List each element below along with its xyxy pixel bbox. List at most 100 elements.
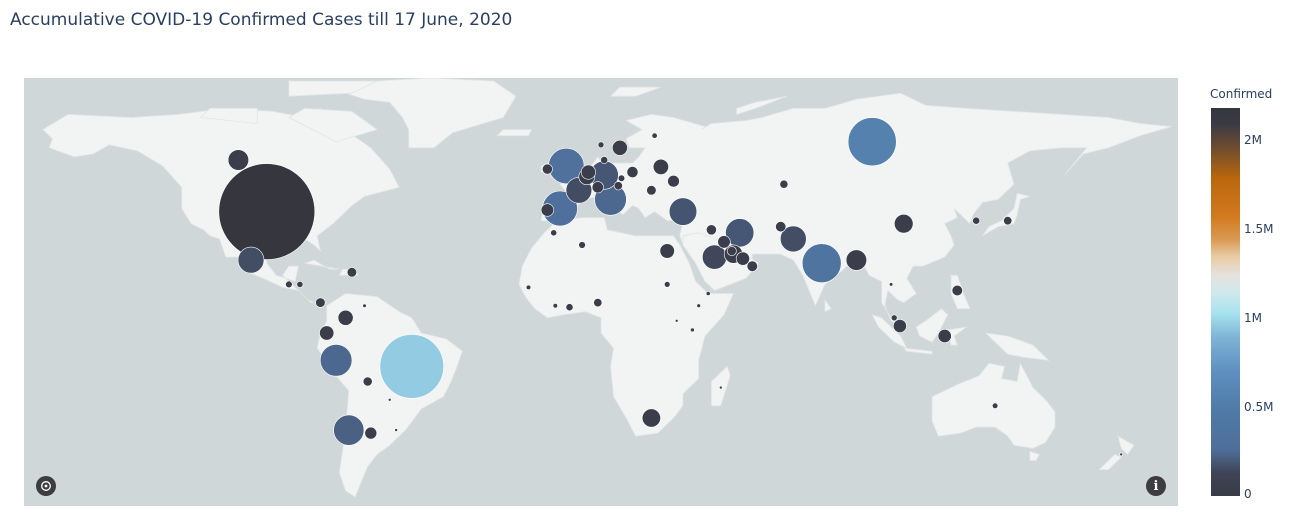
case-bubble[interactable] [659, 243, 675, 259]
case-bubble[interactable] [701, 244, 727, 270]
case-bubble[interactable] [775, 221, 787, 233]
case-bubble[interactable] [972, 216, 981, 225]
case-bubble[interactable] [218, 163, 316, 260]
colorbar-title: Confirmed [1210, 87, 1273, 101]
case-bubble[interactable] [667, 174, 680, 188]
land-south-america [316, 293, 463, 498]
case-bubble[interactable] [779, 179, 789, 189]
case-bubble[interactable] [333, 414, 365, 446]
case-bubble[interactable] [951, 284, 963, 297]
case-bubble[interactable] [663, 281, 671, 288]
land-cuba [304, 259, 340, 270]
case-bubble[interactable] [540, 203, 555, 217]
case-bubble[interactable] [888, 282, 894, 287]
land-iceland [496, 129, 533, 137]
case-bubble[interactable] [319, 325, 335, 341]
case-bubble[interactable] [600, 156, 609, 164]
map-canvas[interactable] [24, 78, 1178, 506]
case-bubble[interactable] [394, 428, 398, 432]
land-novaya-zemlya [736, 95, 788, 115]
case-bubble[interactable] [696, 303, 701, 308]
colorbar-tick-label: 1.5M [1244, 222, 1274, 236]
case-bubble[interactable] [580, 164, 596, 180]
case-bubble[interactable] [674, 319, 679, 323]
case-bubble[interactable] [1003, 216, 1013, 226]
case-bubble[interactable] [591, 181, 604, 194]
case-bubble[interactable] [597, 141, 605, 149]
case-bubble[interactable] [613, 181, 623, 191]
case-bubble[interactable] [612, 139, 628, 156]
case-bubble[interactable] [315, 297, 326, 308]
case-bubble[interactable] [565, 303, 574, 312]
case-bubble[interactable] [991, 402, 999, 409]
case-bubble[interactable] [525, 284, 532, 290]
case-bubble[interactable] [717, 235, 731, 249]
land-new-guinea [984, 332, 1050, 361]
case-bubble[interactable] [735, 251, 750, 266]
plotly-logo-glyph [41, 481, 51, 491]
case-bubble[interactable] [893, 319, 907, 333]
case-bubble[interactable] [847, 117, 897, 167]
case-bubble[interactable] [285, 280, 293, 289]
case-bubble[interactable] [690, 327, 695, 333]
colorbar-tick-label: 1M [1244, 311, 1262, 325]
case-bubble[interactable] [893, 214, 914, 234]
case-bubble[interactable] [801, 243, 842, 283]
case-bubble[interactable] [593, 298, 603, 308]
land-sri-lanka [824, 298, 832, 313]
case-bubble[interactable] [319, 344, 353, 377]
case-bubble[interactable] [550, 229, 558, 237]
case-bubble[interactable] [779, 225, 807, 253]
land-baffin [288, 107, 378, 143]
case-bubble[interactable] [668, 197, 698, 226]
case-bubble[interactable] [718, 385, 723, 390]
colorbar-tick-label: 0 [1244, 487, 1252, 501]
case-bubble[interactable] [705, 291, 711, 296]
case-bubble[interactable] [646, 185, 657, 196]
case-bubble[interactable] [237, 246, 265, 274]
info-icon[interactable]: i [1146, 476, 1166, 496]
land-sulawesi [947, 326, 967, 346]
case-bubble[interactable] [726, 246, 737, 256]
land-africa [518, 217, 735, 437]
case-bubble[interactable] [379, 334, 444, 399]
case-bubble[interactable] [362, 376, 373, 387]
case-bubble[interactable] [578, 241, 586, 249]
case-bubble[interactable] [387, 397, 392, 402]
case-bubble[interactable] [346, 267, 358, 278]
land-greenland [344, 78, 517, 149]
case-bubble[interactable] [626, 166, 639, 178]
case-bubble[interactable] [337, 309, 354, 326]
case-bubble[interactable] [296, 280, 304, 288]
bubble-layer [218, 117, 1123, 457]
land-layer [42, 78, 1172, 498]
case-bubble[interactable] [362, 303, 367, 308]
colorbar-tick-label: 0.5M [1244, 400, 1274, 414]
case-bubble[interactable] [542, 163, 553, 175]
land-new-zealand-north [1117, 435, 1135, 456]
world-map[interactable]: i [24, 78, 1178, 506]
case-bubble[interactable] [746, 260, 758, 272]
colorbar [1211, 108, 1240, 496]
plotly-logo-icon[interactable] [36, 476, 56, 496]
case-bubble[interactable] [890, 314, 898, 322]
case-bubble[interactable] [937, 329, 952, 344]
case-bubble[interactable] [617, 174, 626, 182]
case-bubble[interactable] [652, 158, 669, 175]
case-bubble[interactable] [641, 408, 661, 428]
case-bubble[interactable] [651, 132, 658, 139]
land-tasmania [1029, 450, 1040, 461]
case-bubble[interactable] [1119, 452, 1123, 457]
land-borneo [915, 308, 949, 343]
land-svalbard [609, 86, 662, 97]
case-bubble[interactable] [706, 224, 717, 236]
chart-title: Accumulative COVID-19 Confirmed Cases ti… [10, 10, 513, 30]
land-ellesmere [288, 80, 378, 97]
case-bubble[interactable] [845, 249, 868, 271]
land-java [902, 347, 933, 355]
case-bubble[interactable] [552, 303, 558, 309]
land-new-zealand-south [1098, 453, 1122, 470]
colorbar-tick-label: 2M [1244, 133, 1262, 147]
case-bubble[interactable] [227, 149, 249, 171]
case-bubble[interactable] [364, 426, 378, 440]
